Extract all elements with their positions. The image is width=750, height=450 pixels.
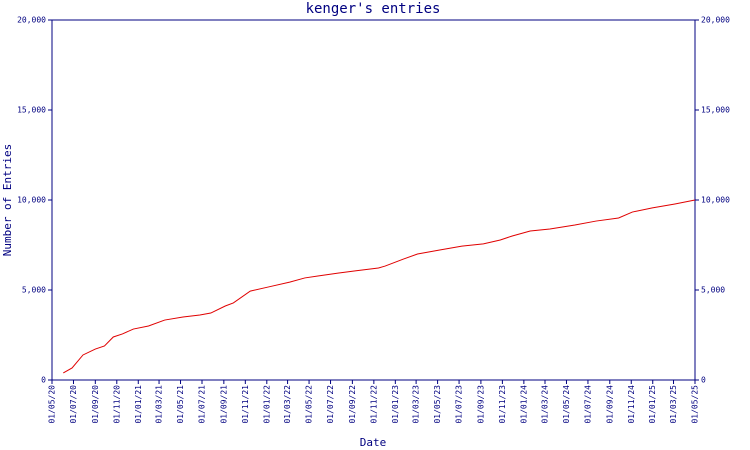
y2-tick-label: 5,000 — [701, 286, 725, 295]
x-tick-label: 01/11/23 — [498, 385, 507, 424]
x-tick-label: 01/09/21 — [219, 385, 228, 424]
y-axis-label: Number of Entries — [1, 144, 14, 257]
data-line — [63, 199, 696, 374]
x-tick-label: 01/05/23 — [433, 385, 442, 424]
x-tick-label: 01/07/22 — [326, 385, 335, 424]
x-tick-label: 01/09/22 — [348, 385, 357, 424]
y-tick-label: 15,000 — [17, 106, 46, 115]
x-tick-label: 01/11/22 — [369, 385, 378, 424]
x-tick-label: 01/11/24 — [627, 385, 636, 424]
y-tick-label: 10,000 — [17, 196, 46, 205]
y2-tick-label: 10,000 — [701, 196, 730, 205]
x-tick-label: 01/03/24 — [540, 385, 549, 424]
x-tick-label: 01/03/22 — [283, 385, 292, 424]
x-tick-label: 01/05/20 — [48, 385, 57, 424]
x-tick-label: 01/09/20 — [91, 385, 100, 424]
x-axis-label: Date — [360, 436, 387, 449]
y2-tick-label: 0 — [701, 376, 706, 385]
y2-tick-label: 20,000 — [701, 16, 730, 25]
x-tick-label: 01/01/24 — [519, 385, 528, 424]
x-tick-label: 01/03/23 — [412, 385, 421, 424]
y-tick-label: 20,000 — [17, 16, 46, 25]
x-tick-label: 01/07/21 — [198, 385, 207, 424]
x-tick-label: 01/03/25 — [669, 385, 678, 424]
x-tick-label: 01/07/20 — [69, 385, 78, 424]
y2-tick-label: 15,000 — [701, 106, 730, 115]
x-tick-label: 01/01/21 — [134, 385, 143, 424]
y-tick-label: 0 — [41, 376, 46, 385]
x-tick-label: 01/11/20 — [112, 385, 121, 424]
x-tick-label: 01/05/21 — [176, 385, 185, 424]
x-tick-label: 01/07/24 — [583, 385, 592, 424]
x-tick-label: 01/01/23 — [391, 385, 400, 424]
x-tick-label: 01/07/23 — [455, 385, 464, 424]
x-tick-label: 01/01/22 — [262, 385, 271, 424]
x-tick-label: 01/05/24 — [562, 385, 571, 424]
x-tick-label: 01/09/23 — [476, 385, 485, 424]
x-tick-label: 01/11/21 — [241, 385, 250, 424]
x-tick-label: 01/09/24 — [605, 385, 614, 424]
x-tick-label: 01/05/25 — [691, 385, 700, 424]
x-tick-label: 01/01/25 — [648, 385, 657, 424]
y-tick-label: 5,000 — [22, 286, 46, 295]
chart-title: kenger's entries — [306, 1, 441, 17]
x-tick-label: 01/03/21 — [155, 385, 164, 424]
x-tick-label: 01/05/22 — [305, 385, 314, 424]
